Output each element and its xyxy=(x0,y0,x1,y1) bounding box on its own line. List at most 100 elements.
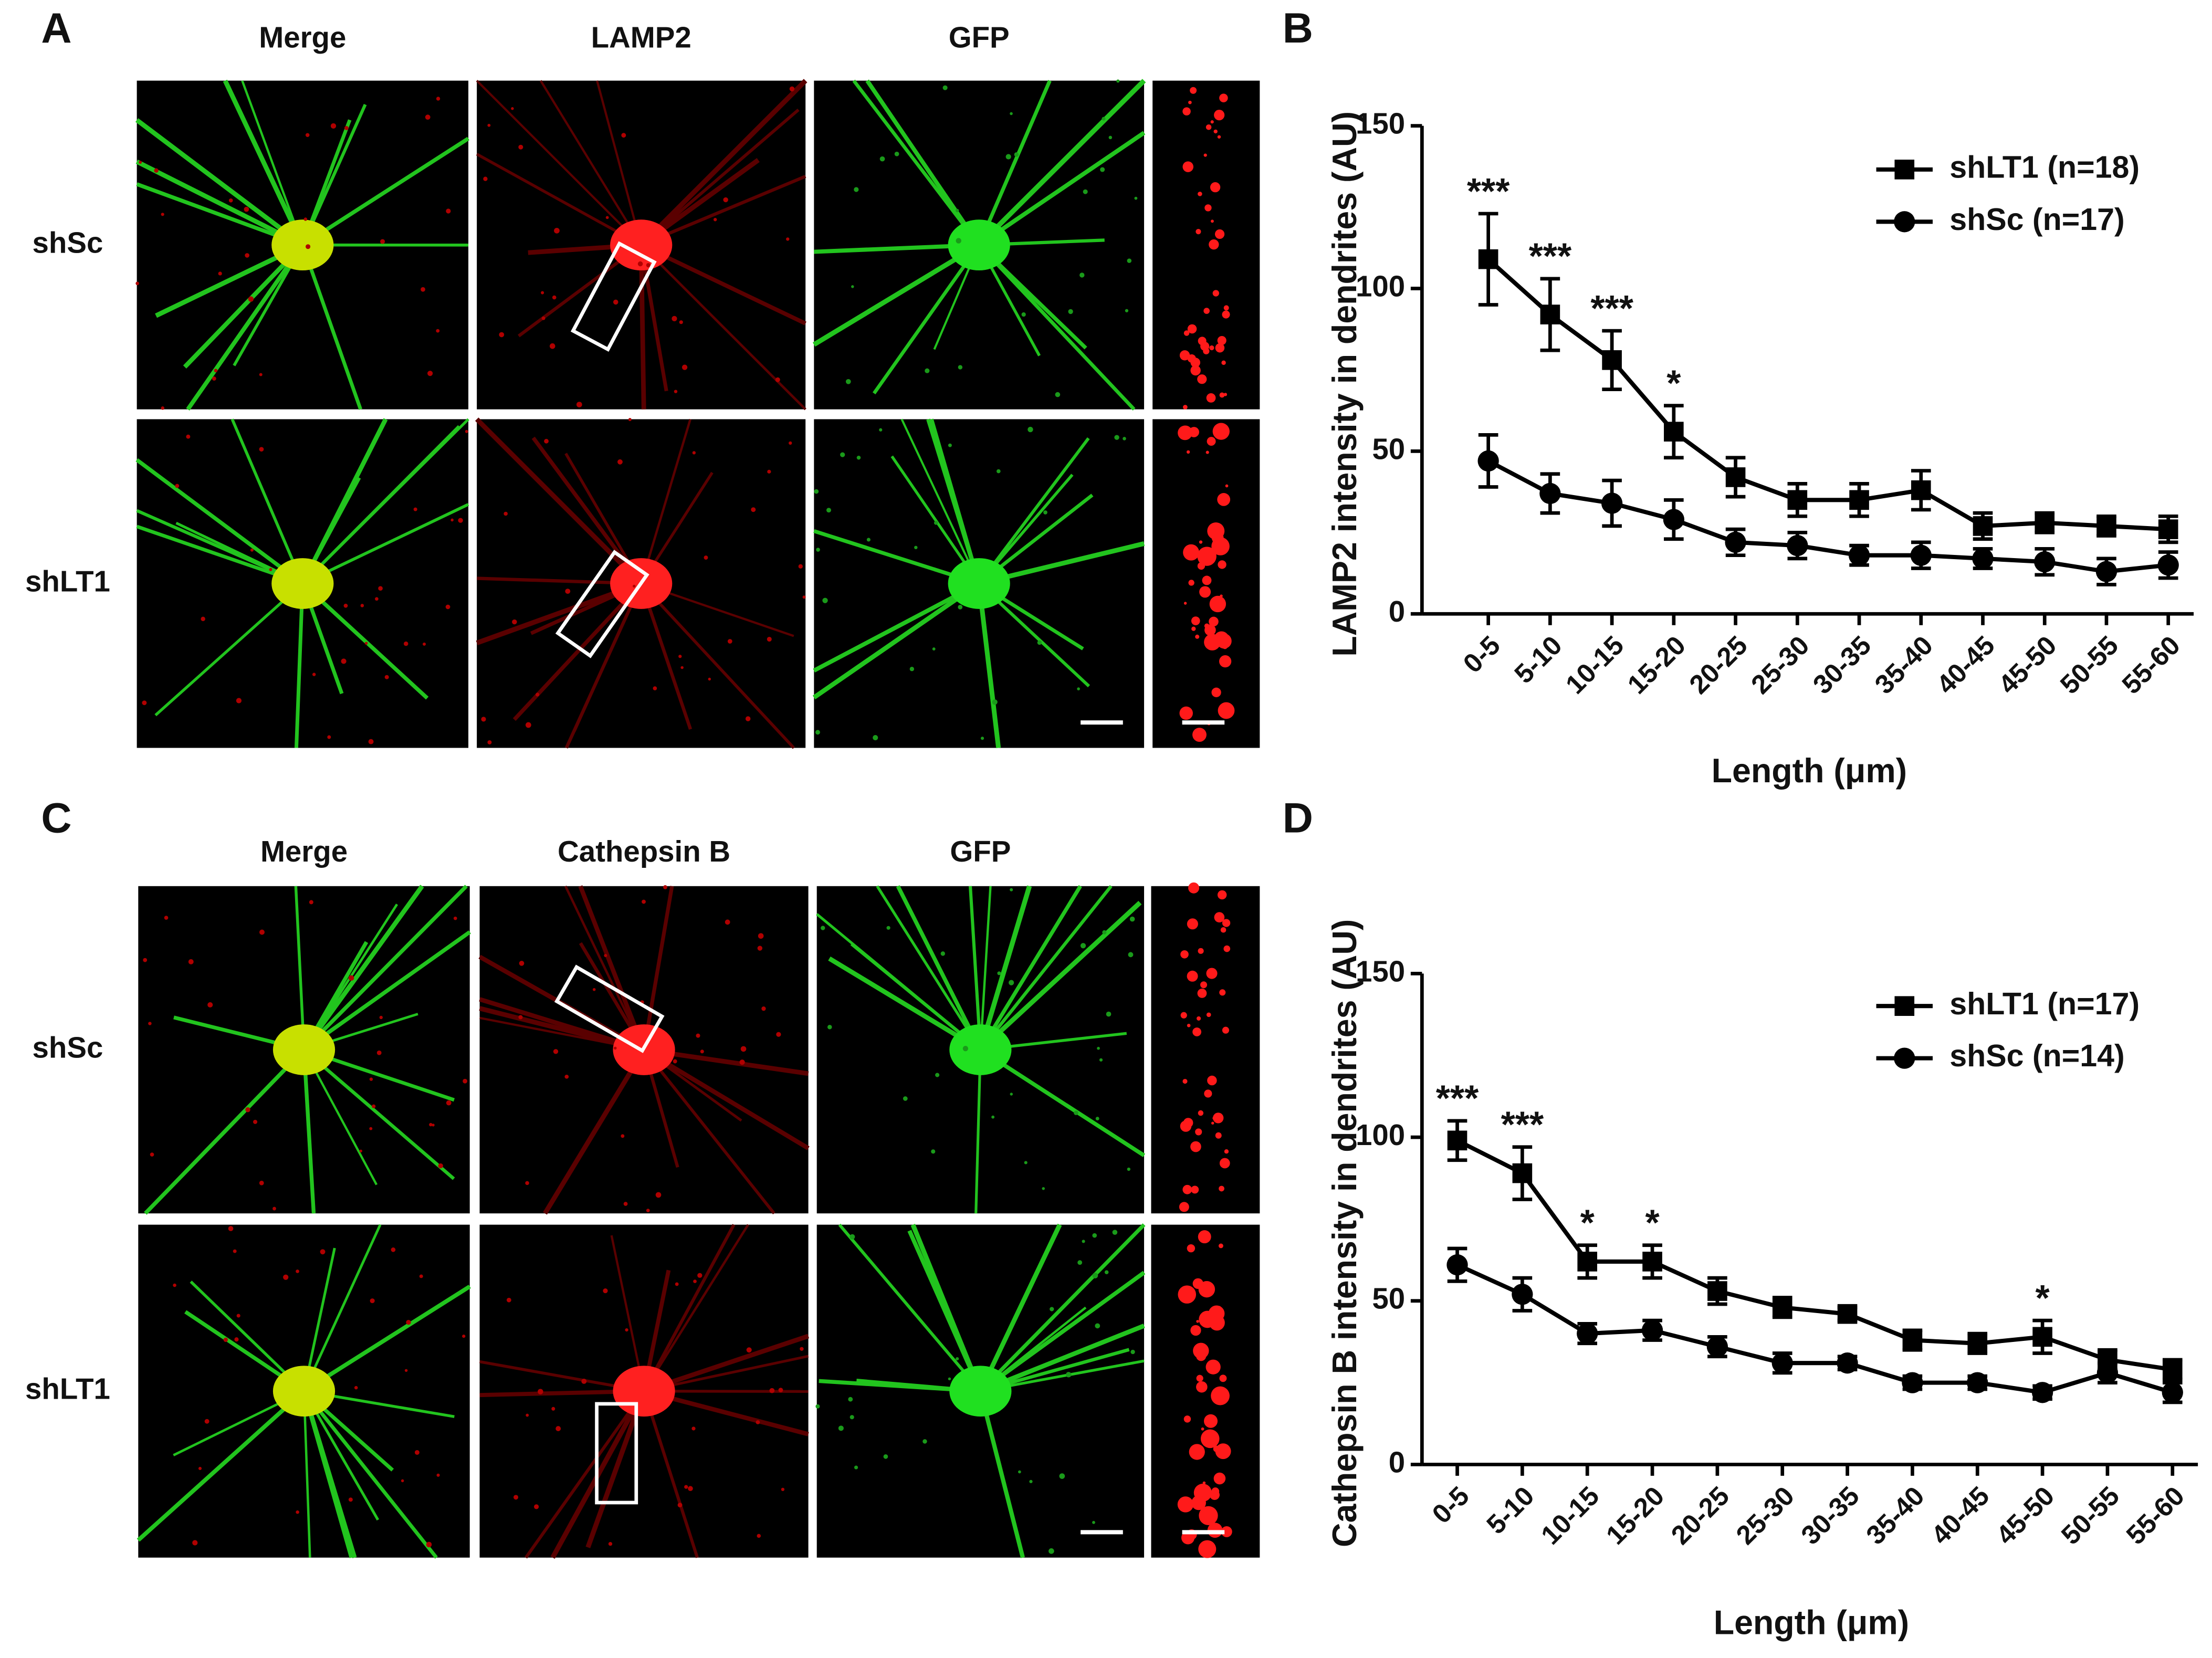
puncta xyxy=(1178,425,1193,440)
micrograph xyxy=(1151,1224,1260,1558)
puncta xyxy=(1097,1046,1100,1050)
puncta xyxy=(856,455,861,460)
puncta xyxy=(188,959,194,964)
dendrite xyxy=(896,885,982,1051)
puncta xyxy=(1182,1184,1192,1194)
puncta xyxy=(1212,1116,1216,1120)
puncta xyxy=(236,1314,240,1318)
data-point xyxy=(1663,509,1684,530)
puncta xyxy=(1049,1548,1054,1554)
puncta xyxy=(1092,1233,1097,1238)
dendrite xyxy=(135,118,305,247)
data-point xyxy=(1894,211,1915,233)
soma xyxy=(948,558,1010,609)
dendrite xyxy=(137,1389,306,1542)
puncta xyxy=(1219,1158,1230,1169)
data-point xyxy=(1837,1304,1858,1324)
puncta xyxy=(1212,423,1230,440)
dendrite xyxy=(639,79,808,247)
puncta xyxy=(1198,1540,1217,1558)
micrograph xyxy=(135,79,470,411)
puncta xyxy=(958,605,963,610)
x-tick-label: 5-10 xyxy=(1481,1481,1540,1540)
puncta xyxy=(139,161,142,164)
puncta xyxy=(348,1497,353,1502)
dendrite xyxy=(476,80,642,246)
puncta xyxy=(827,1024,832,1030)
puncta xyxy=(212,376,216,381)
x-tick-label: 55-60 xyxy=(2121,1481,2190,1550)
micrograph xyxy=(476,79,808,411)
puncta xyxy=(1112,1230,1118,1235)
puncta xyxy=(727,639,732,644)
puncta xyxy=(1187,970,1198,982)
dendrite xyxy=(144,1048,306,1215)
puncta xyxy=(354,1386,358,1390)
puncta xyxy=(1128,952,1134,958)
dendrite xyxy=(974,1050,982,1214)
puncta xyxy=(423,642,426,646)
puncta xyxy=(1021,312,1026,317)
data-point xyxy=(1973,516,1993,536)
puncta xyxy=(1209,345,1214,351)
puncta xyxy=(406,1319,411,1325)
data-point xyxy=(2096,516,2116,536)
x-tick-label: 25-30 xyxy=(1745,630,1815,700)
dendrite xyxy=(302,503,469,585)
puncta xyxy=(1178,1285,1197,1304)
puncta xyxy=(419,1274,423,1278)
data-point xyxy=(1972,548,1994,570)
micrograph xyxy=(137,1224,471,1559)
dendrite xyxy=(642,1224,736,1392)
puncta xyxy=(942,85,948,90)
puncta xyxy=(956,208,959,213)
puncta xyxy=(438,1163,443,1169)
puncta xyxy=(305,133,310,138)
puncta xyxy=(426,1541,432,1548)
data-point xyxy=(1447,1130,1467,1151)
puncta xyxy=(223,1337,228,1342)
puncta xyxy=(1182,1078,1188,1084)
legend-label: shLT1 (n=17) xyxy=(1949,986,2140,1021)
significance: *** xyxy=(1529,236,1572,277)
puncta xyxy=(1187,1244,1196,1253)
puncta xyxy=(375,597,379,601)
dendrite xyxy=(302,1391,311,1558)
puncta xyxy=(1210,120,1214,124)
puncta xyxy=(1104,1270,1109,1275)
puncta xyxy=(436,329,440,333)
puncta xyxy=(204,1419,209,1424)
puncta xyxy=(1187,1023,1191,1027)
puncta xyxy=(154,168,159,173)
y-axis-title: Cathepsin B intensity in dendrites (AU) xyxy=(1326,919,1364,1547)
puncta xyxy=(1190,1325,1201,1336)
series-line xyxy=(1486,257,2168,532)
puncta xyxy=(684,1485,688,1489)
dendrite xyxy=(230,418,304,584)
puncta xyxy=(1095,1323,1100,1329)
puncta xyxy=(1092,1273,1098,1278)
puncta xyxy=(757,1534,761,1538)
dendrite xyxy=(979,885,1082,1051)
dendrite xyxy=(301,137,470,247)
puncta xyxy=(789,441,792,445)
puncta xyxy=(244,206,249,212)
dendrite xyxy=(979,885,1113,1051)
puncta xyxy=(789,86,795,92)
puncta xyxy=(1068,309,1073,314)
dendrite xyxy=(135,458,304,585)
x-tick-label: 35-40 xyxy=(1860,1481,1930,1550)
dendrite xyxy=(302,1284,471,1393)
dendrite xyxy=(979,1223,1146,1393)
puncta xyxy=(1055,392,1061,397)
puncta xyxy=(1215,1132,1222,1139)
puncta xyxy=(1134,196,1138,200)
puncta xyxy=(487,740,492,744)
row-label: shLT1 xyxy=(25,564,110,597)
puncta xyxy=(369,1127,373,1130)
puncta xyxy=(678,655,682,658)
puncta xyxy=(931,1149,936,1154)
puncta xyxy=(1186,450,1190,454)
data-point xyxy=(1894,160,1915,180)
